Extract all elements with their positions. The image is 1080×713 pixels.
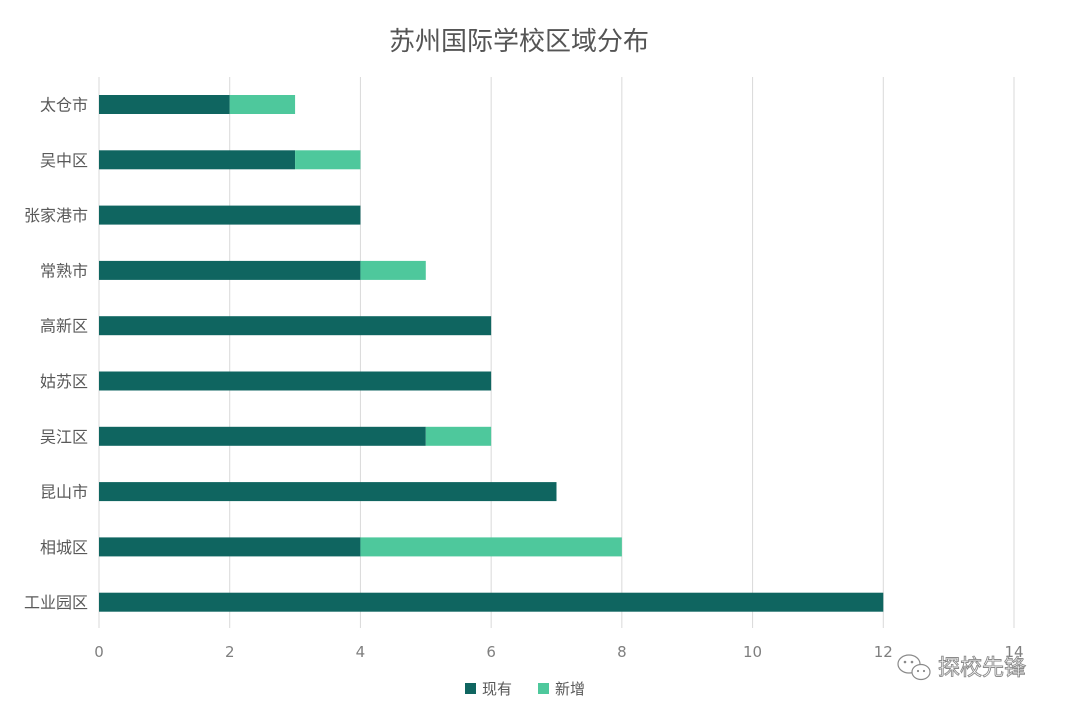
legend-swatch — [538, 683, 549, 694]
bar-existing — [99, 316, 492, 336]
watermark-text: 探校先锋 — [938, 656, 1026, 681]
bar-new — [229, 95, 296, 114]
bar-existing — [99, 592, 884, 612]
watermark: 探校先锋 — [897, 654, 1026, 681]
category-label: 高新区 — [40, 317, 88, 336]
bar-new — [360, 537, 622, 557]
bar-existing — [99, 205, 361, 225]
category-label: 常熟市 — [40, 261, 88, 280]
category-label: 太仓市 — [40, 96, 88, 115]
bar-existing — [99, 150, 296, 170]
chart-title: 苏州国际学校区域分布 — [389, 27, 649, 57]
bar-existing — [99, 260, 361, 280]
bar-existing — [99, 95, 230, 114]
category-label: 张家港市 — [24, 206, 88, 225]
bar-new — [425, 426, 492, 446]
category-label: 相城区 — [40, 538, 88, 557]
bar-new — [295, 150, 361, 170]
legend-swatch — [465, 683, 476, 694]
x-tick-label: 12 — [874, 643, 893, 661]
bar-existing — [99, 482, 557, 502]
x-tick-label: 14 — [1004, 643, 1023, 661]
legend: 现有 新增 — [465, 680, 585, 698]
x-tick-label: 8 — [617, 643, 627, 661]
bar-existing — [99, 426, 426, 446]
category-label: 昆山市 — [40, 483, 88, 502]
bar-new — [360, 260, 426, 280]
bar-existing — [99, 371, 492, 391]
category-label: 工业园区 — [24, 593, 88, 612]
x-tick-label: 0 — [94, 643, 104, 661]
x-tick-label: 10 — [743, 643, 762, 661]
wechat-icon — [897, 654, 931, 681]
legend-label: 现有 — [482, 680, 512, 698]
legend-label: 新增 — [555, 680, 585, 698]
category-label: 姑苏区 — [40, 372, 88, 391]
bar-existing — [99, 537, 361, 557]
x-tick-label: 6 — [486, 643, 496, 661]
bars — [99, 95, 884, 612]
category-label: 吴中区 — [40, 151, 88, 170]
x-tick-label: 4 — [356, 643, 366, 661]
x-tick-label: 2 — [225, 643, 235, 661]
category-label: 吴江区 — [40, 427, 88, 446]
x-tick-labels: 0 2 4 6 8 10 12 14 — [94, 643, 1023, 661]
